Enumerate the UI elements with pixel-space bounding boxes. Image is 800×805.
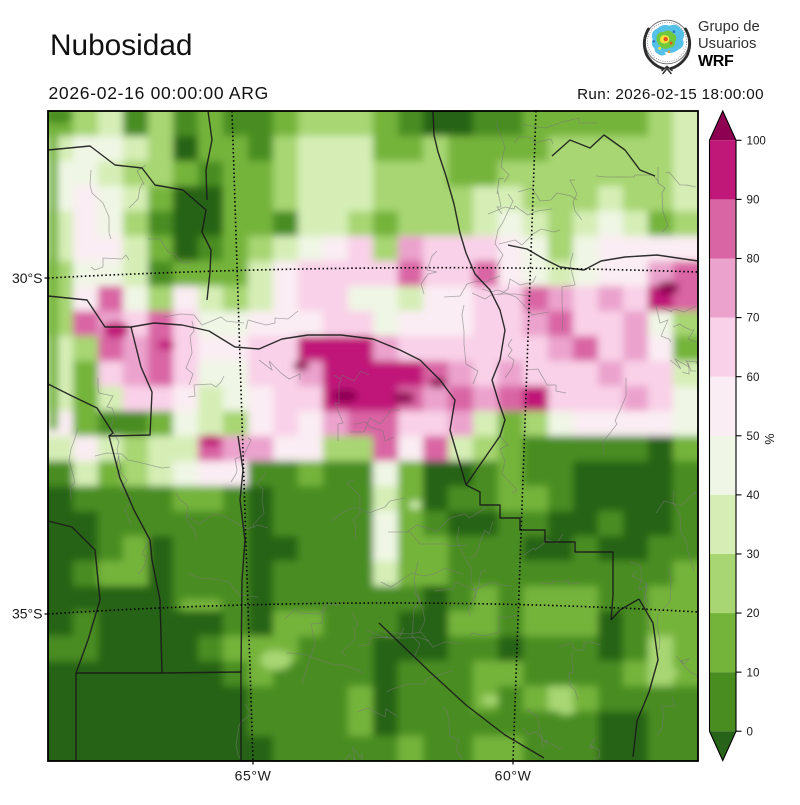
svg-text:60: 60: [747, 371, 760, 384]
svg-text:60°W: 60°W: [495, 768, 532, 784]
svg-text:35°S: 35°S: [12, 606, 43, 622]
svg-text:20: 20: [747, 607, 760, 620]
svg-text:Run: 2026-02-15 18:00:00: Run: 2026-02-15 18:00:00: [577, 86, 764, 103]
svg-text:65°W: 65°W: [235, 768, 272, 784]
svg-text:WRF: WRF: [698, 53, 734, 70]
svg-text:70: 70: [747, 312, 760, 325]
svg-text:100: 100: [747, 134, 766, 147]
svg-text:80: 80: [747, 253, 760, 266]
svg-text:30: 30: [747, 548, 760, 561]
svg-text:Grupo de: Grupo de: [698, 19, 760, 35]
svg-text:40: 40: [747, 489, 760, 502]
svg-text:%: %: [763, 433, 777, 444]
svg-text:Nubosidad: Nubosidad: [50, 29, 192, 62]
svg-text:30°S: 30°S: [12, 270, 43, 286]
svg-text:90: 90: [747, 193, 760, 206]
svg-text:10: 10: [747, 666, 760, 679]
svg-text:50: 50: [747, 430, 760, 443]
svg-text:Usuarios: Usuarios: [698, 36, 756, 52]
svg-text:0: 0: [747, 725, 753, 738]
svg-text:2026-02-16 00:00:00 ARG: 2026-02-16 00:00:00 ARG: [49, 83, 269, 103]
